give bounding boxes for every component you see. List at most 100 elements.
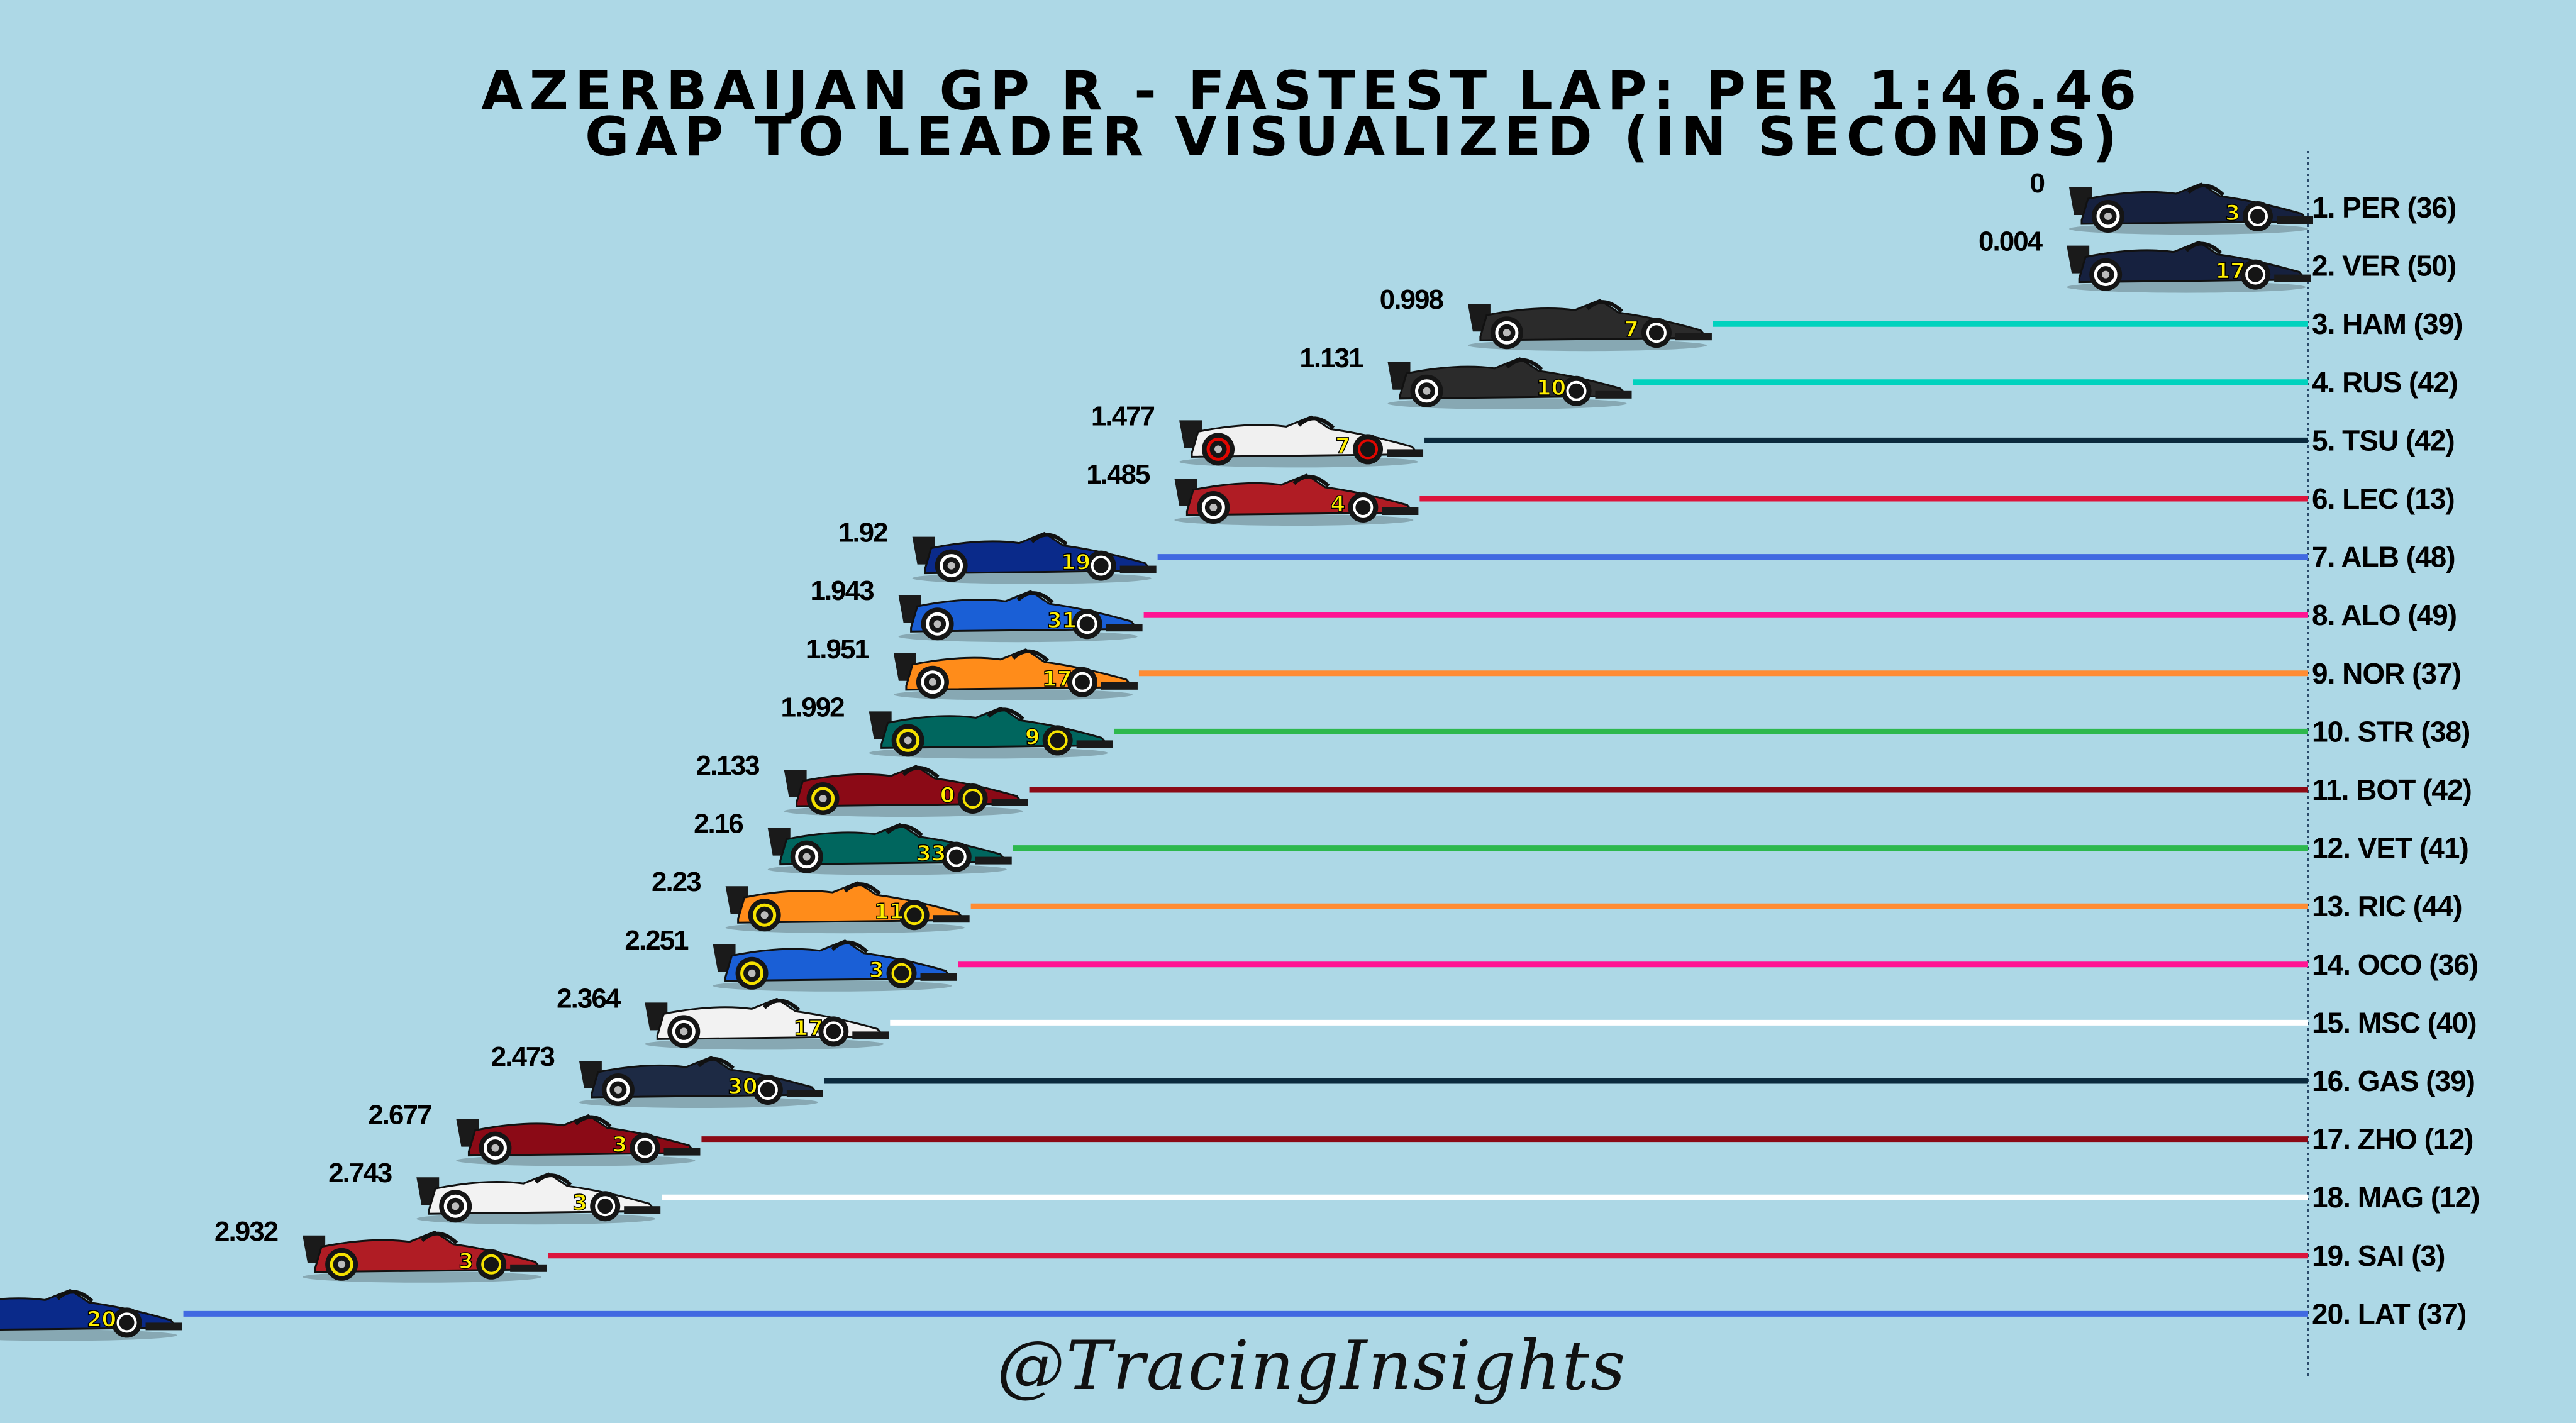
car-rear-tyre-compound [1201, 496, 1225, 519]
car-halo [2187, 183, 2225, 197]
gap-value-label: 1.943 [810, 575, 874, 606]
car-number: 4 [1331, 492, 1346, 517]
car-halo [2185, 241, 2223, 255]
car-front-tyre [818, 1016, 849, 1047]
car-front-tyre [899, 900, 930, 931]
gap-value-label: 1.131 [1299, 343, 1363, 374]
car-number: 17 [794, 1016, 823, 1041]
car-front-tyre-compound [116, 1312, 137, 1333]
car-front-tyre-compound [1646, 323, 1667, 343]
car-rear-hub [680, 1027, 688, 1036]
car-marker: 0 [784, 765, 1028, 817]
car-front-tyre-compound [891, 963, 912, 983]
car-halo [763, 999, 801, 1012]
car-front-tyre-compound [635, 1138, 655, 1158]
car-marker: 17 [2067, 240, 2311, 293]
car-rear-hub [802, 853, 811, 861]
car-halo [535, 1173, 572, 1187]
car-rear-hub [1214, 445, 1223, 453]
gap-value-label: 1.951 [806, 634, 870, 665]
car-front-wing [1101, 682, 1138, 690]
car-number: 17 [1042, 667, 1072, 692]
car-marker: 3 [303, 1231, 547, 1283]
car-marker: 3 [713, 939, 957, 992]
chart-row: 3 2.251 14. OCO (36) [625, 925, 2479, 992]
car-rear-tyre-compound [811, 787, 835, 811]
car-front-tyre-compound [1077, 614, 1097, 634]
car-rear-tyre-compound [2096, 204, 2120, 228]
car-marker: 17 [893, 648, 1138, 700]
car-rear-hub [904, 736, 912, 745]
car-front-tyre-compound [1566, 380, 1587, 401]
gap-value-label: 1.485 [1086, 459, 1150, 490]
car-front-tyre-compound [595, 1196, 616, 1217]
car-number: 31 [1047, 608, 1077, 633]
driver-label: 1. PER (36) [2312, 191, 2456, 224]
car-marker: 20 [0, 1288, 182, 1341]
gap-value-label: 0.998 [1380, 284, 1444, 315]
car-rear-hub [748, 969, 756, 977]
car-rear-hub [928, 678, 936, 686]
car-rear-tyre-compound [896, 728, 920, 752]
car-marker: 3 [2069, 182, 2313, 235]
car-number: 3 [458, 1249, 474, 1274]
driver-label: 13. RIC (44) [2312, 890, 2462, 922]
car-rear-tyre-compound [740, 961, 764, 985]
car-front-tyre [2240, 259, 2271, 290]
car-number: 20 [87, 1307, 116, 1332]
car-rear-tyre-compound [921, 670, 945, 694]
gap-value-label: 1.92 [838, 518, 887, 548]
car-rear-tyre-compound [330, 1253, 353, 1276]
car-front-tyre [590, 1191, 621, 1222]
car-marker: 7 [1179, 415, 1424, 468]
car-number: 7 [1335, 433, 1350, 458]
driver-label: 9. NOR (37) [2312, 657, 2461, 690]
car-halo [1292, 474, 1330, 488]
gap-value-label: 2.364 [557, 983, 621, 1014]
car-marker: 17 [645, 997, 889, 1050]
car-halo [1011, 649, 1049, 663]
driver-label: 2. VER (50) [2312, 250, 2456, 282]
gap-value-label: 2.743 [328, 1158, 392, 1188]
car-rear-tyre-compound [1415, 379, 1439, 403]
car-front-tyre [1353, 434, 1384, 465]
car-halo [574, 1115, 612, 1128]
gap-value-label: 2.23 [652, 867, 701, 897]
chart-row: 11 2.23 13. RIC (44) [652, 867, 2463, 934]
gap-value-label: 0 [2030, 168, 2045, 199]
car-rear-hub [947, 562, 955, 570]
driver-label: 8. ALO (49) [2312, 599, 2457, 631]
car-rear-tyre-compound [443, 1194, 467, 1218]
car-front-tyre [1072, 609, 1102, 640]
driver-label: 12. VET (41) [2312, 832, 2468, 865]
chart-title: AZERBAIJAN GP R - FASTEST LAP: PER 1:46.… [481, 60, 2143, 123]
car-number: 33 [916, 841, 946, 867]
car-rear-tyre-compound [1495, 321, 1519, 345]
car-front-tyre [111, 1307, 142, 1338]
car-halo [1506, 358, 1543, 372]
car-rear-hub [2104, 213, 2112, 220]
car-number: 7 [1624, 317, 1639, 342]
car-front-tyre-compound [823, 1021, 844, 1042]
car-marker: 7 [1467, 299, 1712, 352]
driver-label: 7. ALB (48) [2312, 541, 2455, 573]
car-front-tyre-compound [2248, 206, 2268, 226]
car-marker: 33 [767, 822, 1012, 875]
car-rear-hub [819, 795, 827, 802]
car-halo [902, 765, 940, 779]
car-number: 19 [1061, 550, 1091, 575]
car-rear-hub [1209, 504, 1218, 511]
car-marker: 30 [579, 1056, 823, 1108]
car-halo [843, 882, 881, 895]
car-front-tyre-compound [757, 1080, 778, 1100]
car-halo [831, 940, 869, 954]
car-front-wing [1675, 333, 1712, 341]
car-front-tyre [1085, 550, 1116, 581]
car-front-wing [2274, 274, 2311, 282]
car-front-tyre [941, 841, 972, 872]
car-rear-tyre-compound [672, 1019, 696, 1043]
car-marker: 3 [456, 1114, 701, 1166]
car-rear-hub [491, 1144, 499, 1152]
car-rear-hub [1502, 329, 1511, 337]
driver-label: 18. MAG (12) [2312, 1181, 2480, 1214]
